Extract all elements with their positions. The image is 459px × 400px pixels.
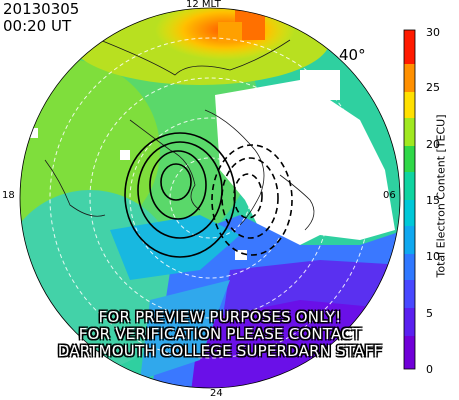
colorbar-tick: 30 bbox=[426, 26, 440, 39]
watermark: FOR PREVIEW PURPOSES ONLY! FOR VERIFICAT… bbox=[30, 309, 410, 360]
colorbar bbox=[403, 29, 416, 370]
colorbar-tick: 25 bbox=[426, 81, 440, 94]
colorbar-title: Total Electron Content [TECU] bbox=[434, 114, 448, 278]
date-label: 20130305 bbox=[3, 0, 80, 18]
coastlines bbox=[44, 39, 315, 231]
colorbar-tick: 0 bbox=[426, 363, 433, 376]
mlt-label-left: 18 bbox=[2, 190, 15, 201]
colorbar-tick: 20 bbox=[426, 138, 440, 151]
watermark-line-3: DARTMOUTH COLLEGE SUPERDARN STAFF bbox=[57, 342, 383, 360]
colorbar-tick: 10 bbox=[426, 250, 440, 263]
colorbar-tick: 5 bbox=[426, 307, 433, 320]
mlt-label-bottom: 24 bbox=[210, 388, 223, 399]
mlt-label-right: 06 bbox=[383, 190, 396, 201]
disk-outline bbox=[19, 7, 401, 389]
mlt-label-top: 12 MLT bbox=[186, 0, 221, 10]
latitude-label: 40° bbox=[339, 46, 366, 64]
watermark-line-2: FOR VERIFICATION PLEASE CONTACT bbox=[78, 325, 362, 343]
latitude-grid bbox=[49, 37, 371, 359]
watermark-line-1: FOR PREVIEW PURPOSES ONLY! bbox=[98, 308, 342, 326]
colorbar-tick: 15 bbox=[426, 194, 440, 207]
convection-contours-dashed bbox=[211, 144, 293, 256]
time-label: 00:20 UT bbox=[3, 17, 72, 35]
